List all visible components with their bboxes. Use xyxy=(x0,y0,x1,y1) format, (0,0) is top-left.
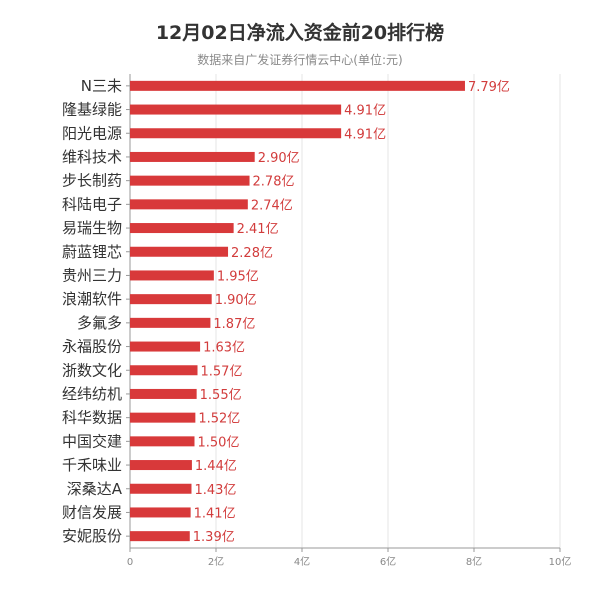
category-label: 贵州三力 xyxy=(62,266,122,284)
bar xyxy=(130,175,250,186)
category-label: 财信发展 xyxy=(62,503,122,521)
category-label: 阳光电源 xyxy=(62,124,122,142)
value-label: 1.43亿 xyxy=(194,483,236,498)
bar xyxy=(130,412,196,423)
category-label: 科陆电子 xyxy=(62,195,122,213)
bar xyxy=(130,294,212,305)
bar xyxy=(130,128,342,139)
bar xyxy=(130,388,197,399)
value-label: 2.28亿 xyxy=(231,246,273,261)
value-label: 1.63亿 xyxy=(203,341,245,356)
category-label: N三未 xyxy=(81,77,122,95)
category-label: 科华数据 xyxy=(62,409,122,427)
value-label: 1.39亿 xyxy=(193,530,235,545)
value-label: 4.91亿 xyxy=(344,127,386,142)
bar xyxy=(130,436,195,447)
category-label: 永福股份 xyxy=(62,338,122,356)
category-label: 中国交建 xyxy=(62,432,122,450)
x-tick-label: 10亿 xyxy=(549,555,572,568)
category-label: 蔚蓝锂芯 xyxy=(62,243,122,261)
category-label: 经纬纺机 xyxy=(62,385,122,403)
category-label: 深桑达A xyxy=(67,480,123,498)
bar xyxy=(130,246,229,257)
value-label: 2.74亿 xyxy=(251,198,293,213)
bar xyxy=(130,365,198,376)
value-label: 1.55亿 xyxy=(200,388,242,403)
value-label: 1.44亿 xyxy=(195,459,237,474)
bar xyxy=(130,270,214,281)
bar xyxy=(130,317,211,328)
category-label: 安妮股份 xyxy=(62,527,122,545)
bar xyxy=(130,507,191,518)
x-tick-label: 2亿 xyxy=(208,555,224,568)
category-label: 千禾味业 xyxy=(62,456,122,474)
value-label: 4.91亿 xyxy=(344,104,386,119)
category-label: 浙数文化 xyxy=(62,361,122,379)
x-tick-label: 6亿 xyxy=(380,555,396,568)
category-label: 维科技术 xyxy=(62,148,122,166)
bar xyxy=(130,460,192,471)
bar xyxy=(130,223,234,234)
category-label: 步长制药 xyxy=(62,172,122,190)
category-label: 多氟多 xyxy=(77,314,122,332)
bar xyxy=(130,80,465,91)
value-label: 1.95亿 xyxy=(217,269,259,284)
bar xyxy=(130,104,342,115)
value-label: 1.90亿 xyxy=(215,293,257,308)
chart-subtitle: 数据来自广发证券行情云中心(单位:元) xyxy=(197,53,403,67)
bar xyxy=(130,483,192,494)
x-tick-label: 0 xyxy=(127,557,133,568)
value-label: 1.50亿 xyxy=(198,435,240,450)
value-label: 2.90亿 xyxy=(258,151,300,166)
value-label: 2.41亿 xyxy=(237,222,279,237)
bar xyxy=(130,341,201,352)
bar xyxy=(130,151,255,162)
x-tick-label: 4亿 xyxy=(294,555,310,568)
value-label: 7.79亿 xyxy=(468,80,510,95)
x-tick-label: 8亿 xyxy=(466,555,482,568)
chart-title: 12月02日净流入资金前20排行榜 xyxy=(155,22,445,44)
value-label: 1.57亿 xyxy=(201,364,243,379)
category-label: 隆基绿能 xyxy=(62,101,122,119)
value-label: 1.87亿 xyxy=(213,317,255,332)
value-label: 1.52亿 xyxy=(198,412,240,427)
value-label: 2.78亿 xyxy=(253,175,295,190)
bar xyxy=(130,531,190,542)
bar xyxy=(130,199,248,210)
value-label: 1.41亿 xyxy=(194,506,236,521)
category-label: 易瑞生物 xyxy=(62,219,122,237)
category-label: 浪潮软件 xyxy=(62,290,122,308)
